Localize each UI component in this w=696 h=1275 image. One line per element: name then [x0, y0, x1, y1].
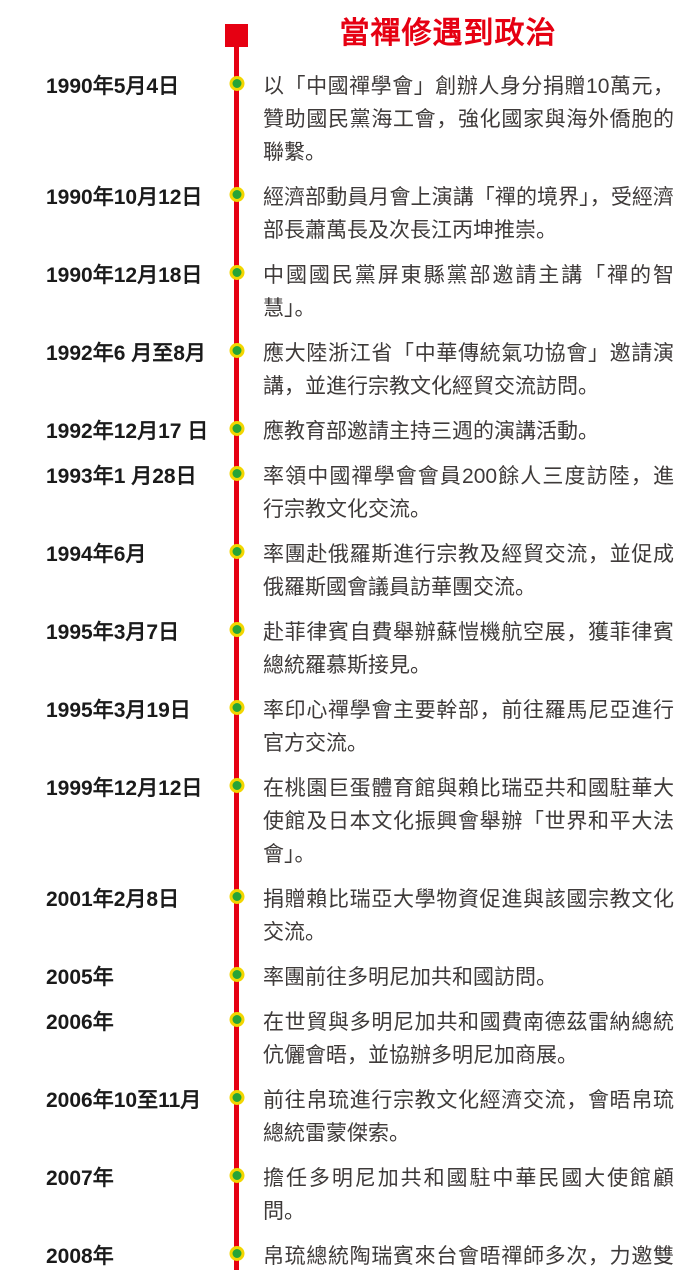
- entry-dot-cell: [211, 1162, 263, 1228]
- timeline-dot-icon: [229, 187, 245, 202]
- entry-date: 1990年5月4日: [46, 75, 180, 98]
- entry-dot-cell: [211, 181, 263, 247]
- timeline-entry: 2001年2月8日 捐贈賴比瑞亞大學物資促進與該國宗教文化交流。: [0, 883, 696, 949]
- timeline-dot-icon: [229, 1012, 245, 1027]
- entry-dot-cell: [211, 694, 263, 760]
- entry-date: 1995年3月7日: [46, 621, 180, 644]
- entry-dot-cell: [211, 538, 263, 604]
- timeline-entry: 2006年10至11月 前往帛琉進行宗教文化經濟交流，會晤帛琉總統雷蒙傑索。: [0, 1084, 696, 1150]
- entry-text: 中國國民黨屏東縣黨部邀請主講「禪的智慧」。: [263, 264, 674, 320]
- timeline-entry: 1990年12月18日 中國國民黨屏東縣黨部邀請主講「禪的智慧」。: [0, 259, 696, 325]
- entry-text: 率團赴俄羅斯進行宗教及經貿交流，並促成俄羅斯國會議員訪華團交流。: [263, 543, 674, 599]
- timeline-entry: 1990年10月12日 經濟部動員月會上演講「禪的境界」，受經濟部長蕭萬長及次長…: [0, 181, 696, 247]
- entry-dot-cell: [211, 1240, 263, 1275]
- timeline-start-marker-icon: [225, 24, 248, 47]
- entry-dot-cell: [211, 772, 263, 871]
- entry-text: 率領中國禪學會會員200餘人三度訪陸，進行宗教文化交流。: [263, 465, 674, 521]
- timeline-entry: 1992年12月17 日 應教育部邀請主持三週的演講活動。: [0, 415, 696, 448]
- entry-dot-cell: [211, 1084, 263, 1150]
- timeline-dot-icon: [229, 466, 245, 481]
- entry-date: 1995年3月19日: [46, 699, 191, 722]
- entry-text: 捐贈賴比瑞亞大學物資促進與該國宗教文化交流。: [263, 888, 674, 944]
- timeline-dot-icon: [229, 343, 245, 358]
- entry-date: 1999年12月12日: [46, 777, 203, 800]
- timeline-entry: 1994年6月 率團赴俄羅斯進行宗教及經貿交流，並促成俄羅斯國會議員訪華團交流。: [0, 538, 696, 604]
- entry-text: 在世貿與多明尼加共和國費南德茲雷納總統伉儷會晤，並協辦多明尼加商展。: [263, 1011, 674, 1067]
- entry-dot-cell: [211, 70, 263, 169]
- entry-date: 2006年: [46, 1011, 114, 1034]
- entry-date: 1992年12月17 日: [46, 420, 209, 443]
- timeline-entry: 1995年3月7日 赴菲律賓自費舉辦蘇愷機航空展，獲菲律賓總統羅慕斯接見。: [0, 616, 696, 682]
- timeline-entry: 1995年3月19日 率印心禪學會主要幹部，前往羅馬尼亞進行官方交流。: [0, 694, 696, 760]
- entry-date: 1993年1 月28日: [46, 465, 197, 488]
- timeline-dot-icon: [229, 889, 245, 904]
- timeline-dot-icon: [229, 1246, 245, 1261]
- entry-date: 1990年12月18日: [46, 264, 203, 287]
- timeline-entry: 1999年12月12日 在桃園巨蛋體育館與賴比瑞亞共和國駐華大使館及日本文化振興…: [0, 772, 696, 871]
- entry-text: 率團前往多明尼加共和國訪問。: [263, 966, 557, 989]
- entry-text: 率印心禪學會主要幹部，前往羅馬尼亞進行官方交流。: [263, 699, 674, 755]
- timeline-entry: 2006年 在世貿與多明尼加共和國費南德茲雷納總統伉儷會晤，並協辦多明尼加商展。: [0, 1006, 696, 1072]
- entry-text: 經濟部動員月會上演講「禪的境界」，受經濟部長蕭萬長及次長江丙坤推崇。: [263, 186, 674, 242]
- timeline-entry: 2005年 率團前往多明尼加共和國訪問。: [0, 961, 696, 994]
- entry-dot-cell: [211, 616, 263, 682]
- entry-date: 1992年6 月至8月: [46, 342, 206, 365]
- timeline-dot-icon: [229, 967, 245, 982]
- entry-dot-cell: [211, 337, 263, 403]
- entry-dot-cell: [211, 961, 263, 994]
- entry-date: 1994年6月: [46, 543, 147, 566]
- timeline-dot-icon: [229, 421, 245, 436]
- entry-date: 2006年10至11月: [46, 1089, 202, 1112]
- timeline-entry: 1992年6 月至8月 應大陸浙江省「中華傳統氣功協會」邀請演講，並進行宗教文化…: [0, 337, 696, 403]
- timeline-dot-icon: [229, 1168, 245, 1183]
- timeline-dot-icon: [229, 265, 245, 280]
- entry-text: 應大陸浙江省「中華傳統氣功協會」邀請演講，並進行宗教文化經貿交流訪問。: [263, 342, 674, 398]
- timeline-entries: 1990年5月4日 以「中國禪學會」創辦人身分捐贈10萬元，贊助國民黨海工會，強…: [0, 70, 696, 1275]
- timeline-dot-icon: [229, 622, 245, 637]
- entry-text: 帛琉總統陶瑞賓來台會晤禪師多次，力邀雙方合作關係。: [263, 1245, 674, 1268]
- entry-dot-cell: [211, 259, 263, 325]
- entry-dot-cell: [211, 883, 263, 949]
- entry-dot-cell: [211, 415, 263, 448]
- entry-dot-cell: [211, 1006, 263, 1072]
- entry-text: 擔任多明尼加共和國駐中華民國大使館顧問。: [263, 1167, 674, 1223]
- timeline-entry: 1993年1 月28日 率領中國禪學會會員200餘人三度訪陸，進行宗教文化交流。: [0, 460, 696, 526]
- entry-date: 2008年: [46, 1245, 114, 1268]
- entry-date: 1990年10月12日: [46, 186, 203, 209]
- timeline-dot-icon: [229, 544, 245, 559]
- entry-date: 2001年2月8日: [46, 888, 180, 911]
- timeline-dot-icon: [229, 778, 245, 793]
- timeline-entry: 1990年5月4日 以「中國禪學會」創辦人身分捐贈10萬元，贊助國民黨海工會，強…: [0, 70, 696, 169]
- page-title: 當禪修遇到政治: [339, 17, 557, 50]
- entry-date: 2007年: [46, 1167, 114, 1190]
- timeline-entry: 2007年 擔任多明尼加共和國駐中華民國大使館顧問。: [0, 1162, 696, 1228]
- timeline-dot-icon: [229, 1090, 245, 1105]
- timeline-dot-icon: [229, 76, 245, 91]
- entry-text: 以「中國禪學會」創辦人身分捐贈10萬元，贊助國民黨海工會，強化國家與海外僑胞的聯…: [263, 75, 674, 164]
- timeline-dot-icon: [229, 700, 245, 715]
- entry-date: 2005年: [46, 966, 114, 989]
- entry-text: 赴菲律賓自費舉辦蘇愷機航空展，獲菲律賓總統羅慕斯接見。: [263, 621, 674, 677]
- timeline-entry: 2008年 帛琉總統陶瑞賓來台會晤禪師多次，力邀雙方合作關係。: [0, 1240, 696, 1275]
- timeline-line: [234, 36, 239, 1270]
- entry-text: 前往帛琉進行宗教文化經濟交流，會晤帛琉總統雷蒙傑索。: [263, 1089, 674, 1145]
- entry-text: 在桃園巨蛋體育館與賴比瑞亞共和國駐華大使館及日本文化振興會舉辦「世界和平大法會」…: [263, 777, 674, 866]
- entry-dot-cell: [211, 460, 263, 526]
- entry-text: 應教育部邀請主持三週的演講活動。: [263, 420, 599, 443]
